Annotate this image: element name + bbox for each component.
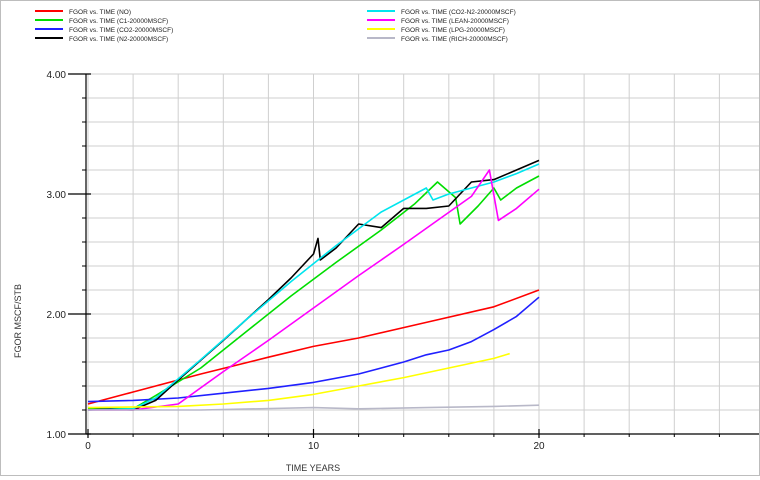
x-tick-label: 10 <box>308 441 320 452</box>
legend-label: FGOR vs. TIME (N2-20000MSCF) <box>69 36 168 43</box>
x-tick-label: 20 <box>533 441 545 452</box>
y-tick-label: 3.00 <box>47 190 67 201</box>
legend-label: FGOR vs. TIME (LEAN-20000MSCF) <box>401 18 509 25</box>
y-axis-label: FGOR MSCF/STB <box>13 284 23 358</box>
legend-label: FGOR vs. TIME (C1-20000MSCF) <box>69 18 168 25</box>
legend-label: FGOR vs. TIME (CO2-20000MSCF) <box>69 27 173 34</box>
x-axis-label: TIME YEARS <box>286 463 340 473</box>
y-tick-label: 4.00 <box>47 70 67 81</box>
y-tick-label: 1.00 <box>47 430 67 441</box>
x-tick-label: 0 <box>85 441 91 452</box>
y-tick-label: 2.00 <box>47 310 67 321</box>
legend-label: FGOR vs. TIME (CO2-N2-20000MSCF) <box>401 9 516 16</box>
legend-label: FGOR vs. TIME (LPG-20000MSCF) <box>401 27 505 34</box>
legend-label: FGOR vs. TIME (RICH-20000MSCF) <box>401 36 508 43</box>
legend-label: FGOR vs. TIME (NO) <box>69 9 131 16</box>
grid <box>86 74 759 434</box>
legend: FGOR vs. TIME (NO) FGOR vs. TIME (C1-2000… <box>35 9 516 43</box>
axes: 01020301.002.003.004.00 <box>47 70 759 452</box>
